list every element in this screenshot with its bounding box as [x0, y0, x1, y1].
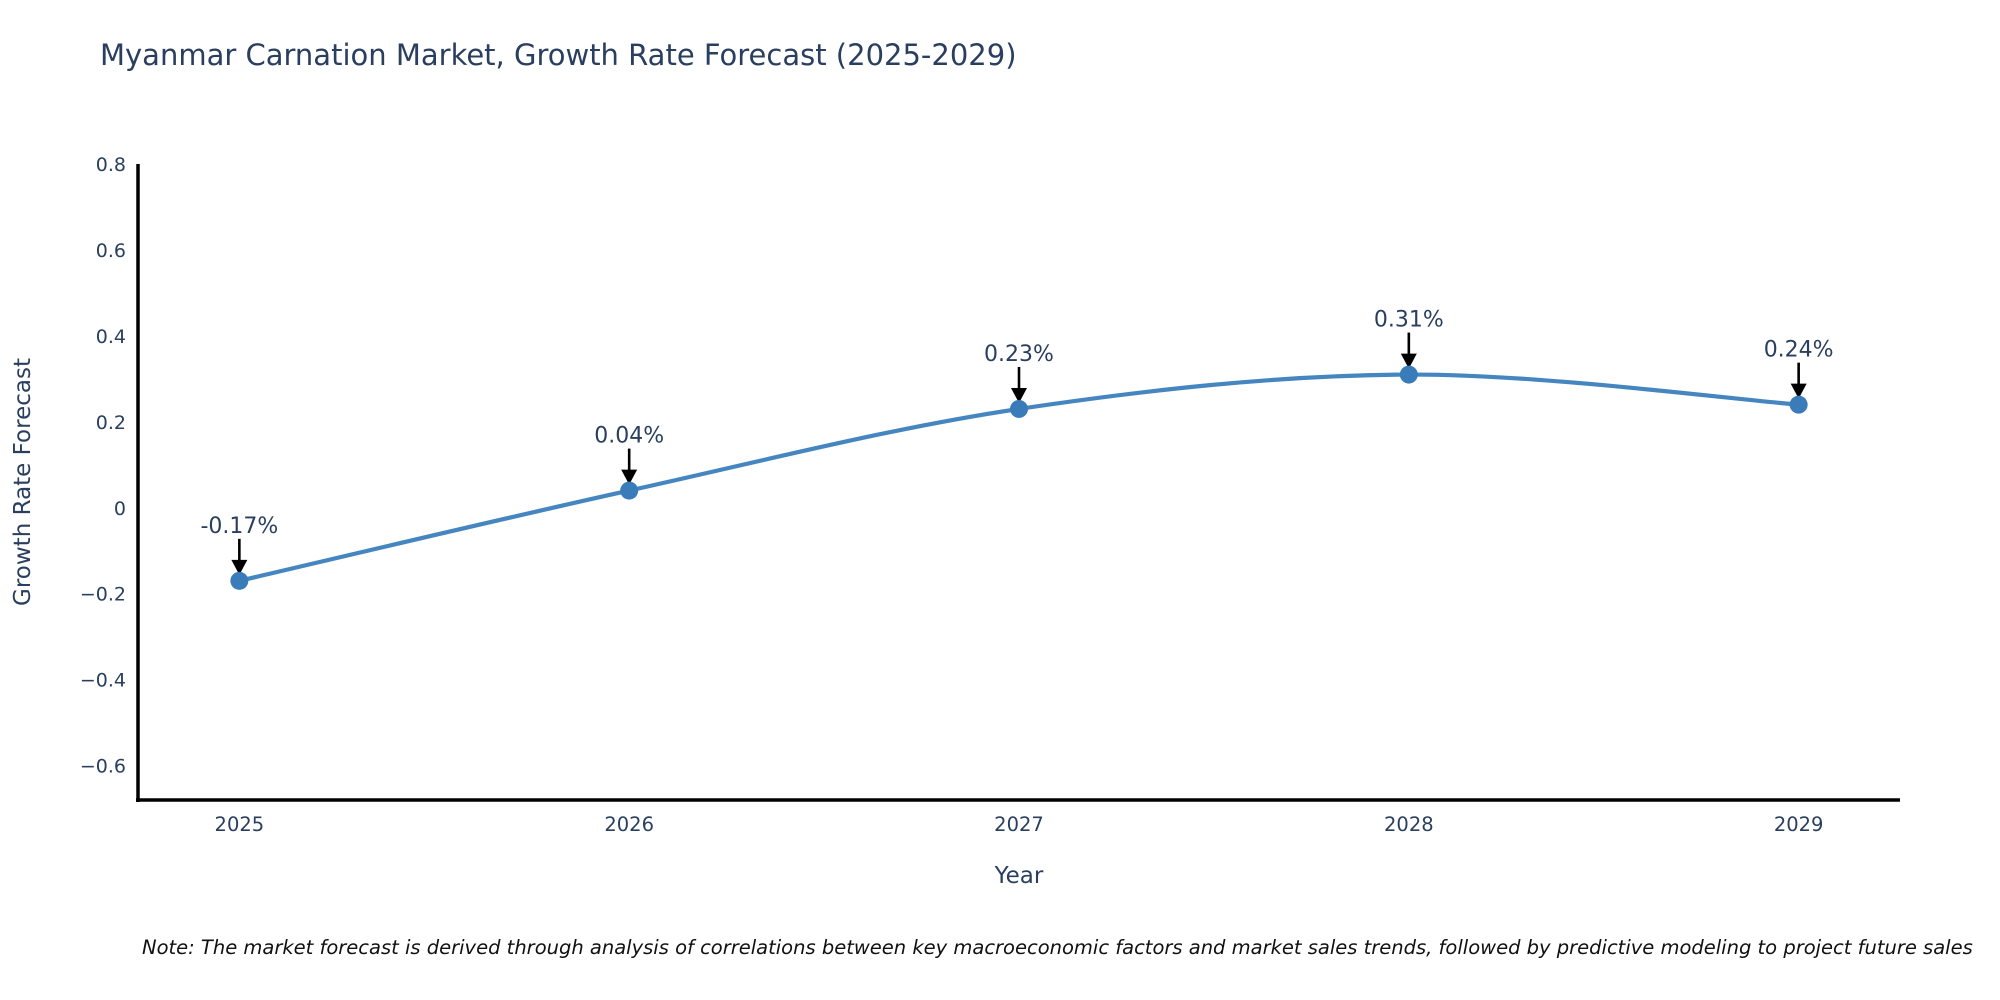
annotation-arrow-head: [1400, 353, 1417, 369]
data-point-label: 0.04%: [594, 424, 664, 449]
y-tick-label: 0.8: [96, 154, 126, 176]
data-point-label: -0.17%: [200, 514, 278, 539]
data-point-marker[interactable]: [230, 571, 249, 590]
x-tick-label: 2027: [994, 813, 1044, 836]
data-point-marker[interactable]: [1399, 365, 1418, 384]
y-tick-label: 0: [114, 498, 126, 520]
annotation-arrow-head: [231, 559, 248, 575]
data-point-marker[interactable]: [1010, 399, 1028, 418]
x-axis-title: Year: [994, 863, 1044, 889]
data-point-label: 0.23%: [984, 342, 1054, 367]
chart-title: Myanmar Carnation Market, Growth Rate Fo…: [100, 38, 1017, 72]
y-tick-label: −0.4: [80, 670, 126, 692]
y-tick-label: −0.6: [80, 756, 126, 778]
footnote: Note: The market forecast is derived thr…: [142, 936, 1973, 959]
y-tick-label: −0.2: [80, 584, 126, 606]
data-point-marker[interactable]: [1789, 395, 1808, 414]
y-tick-label: 0.2: [96, 412, 126, 434]
data-point-label: 0.31%: [1374, 308, 1444, 333]
data-point-marker[interactable]: [620, 481, 639, 500]
y-axis-title: Growth Rate Forecast: [10, 358, 36, 606]
data-point-label: 0.24%: [1764, 338, 1834, 363]
annotation-arrow-head: [621, 469, 638, 485]
annotation-arrow-head: [1790, 383, 1807, 399]
annotation-arrow-head: [1011, 387, 1027, 403]
y-tick-label: 0.6: [96, 240, 126, 262]
x-tick-label: 2029: [1774, 813, 1824, 836]
x-tick-label: 2026: [604, 813, 654, 836]
x-tick-label: 2025: [215, 813, 265, 836]
x-tick-label: 2028: [1384, 813, 1434, 836]
y-tick-label: 0.4: [96, 326, 126, 348]
